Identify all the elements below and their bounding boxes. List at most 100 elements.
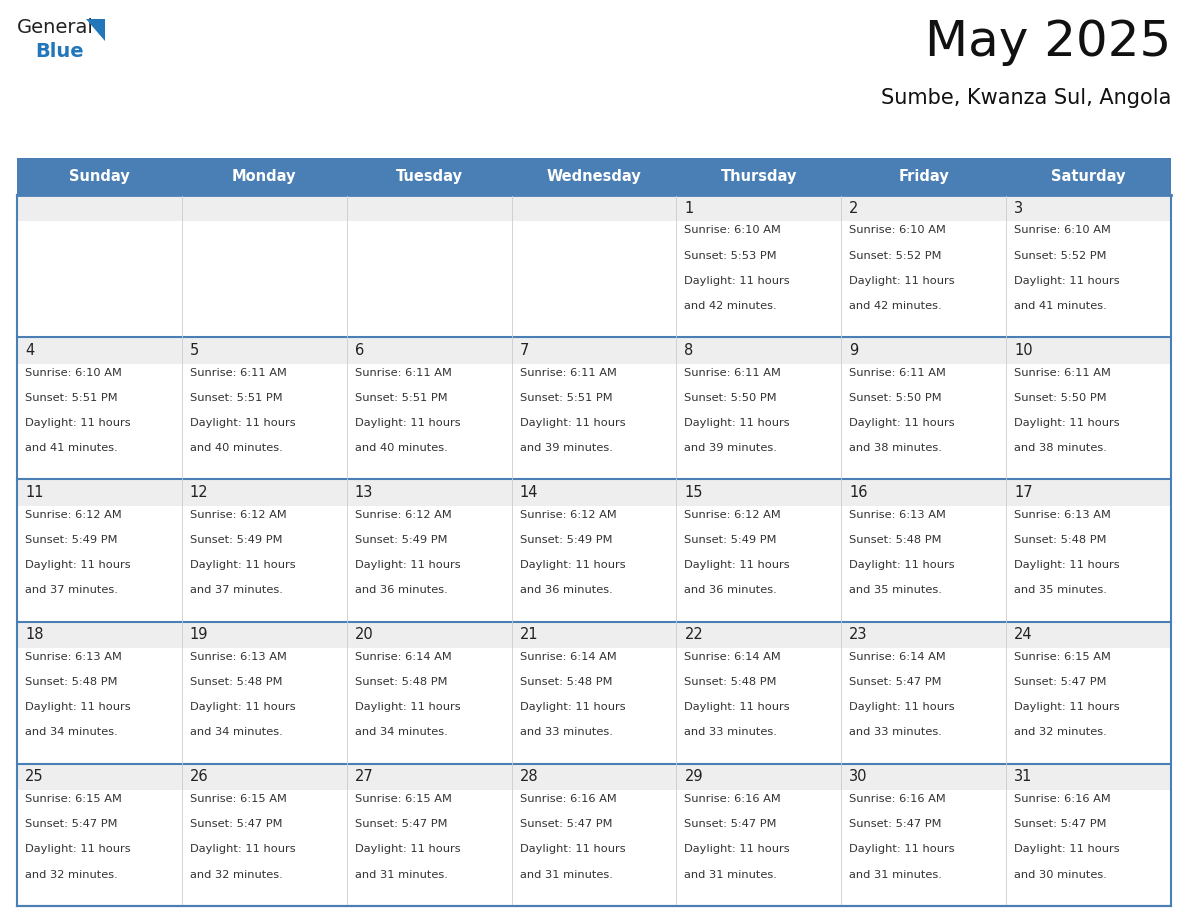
Text: and 31 minutes.: and 31 minutes. bbox=[849, 869, 942, 879]
FancyBboxPatch shape bbox=[17, 195, 182, 221]
Text: 19: 19 bbox=[190, 627, 208, 643]
Text: and 32 minutes.: and 32 minutes. bbox=[25, 869, 118, 879]
FancyBboxPatch shape bbox=[512, 506, 676, 621]
FancyBboxPatch shape bbox=[182, 221, 347, 337]
FancyBboxPatch shape bbox=[17, 790, 182, 906]
FancyBboxPatch shape bbox=[512, 479, 676, 506]
Text: Sunset: 5:51 PM: Sunset: 5:51 PM bbox=[25, 393, 118, 403]
Text: Sunrise: 6:12 AM: Sunrise: 6:12 AM bbox=[190, 509, 286, 520]
Text: Daylight: 11 hours: Daylight: 11 hours bbox=[25, 702, 131, 712]
FancyBboxPatch shape bbox=[676, 790, 841, 906]
FancyBboxPatch shape bbox=[182, 648, 347, 764]
Text: Daylight: 11 hours: Daylight: 11 hours bbox=[355, 418, 460, 428]
Text: Daylight: 11 hours: Daylight: 11 hours bbox=[1015, 560, 1120, 570]
Text: Daylight: 11 hours: Daylight: 11 hours bbox=[684, 275, 790, 285]
Text: 12: 12 bbox=[190, 485, 208, 500]
Text: Tuesday: Tuesday bbox=[396, 169, 462, 184]
Text: Sunset: 5:48 PM: Sunset: 5:48 PM bbox=[355, 677, 447, 687]
FancyBboxPatch shape bbox=[1006, 221, 1171, 337]
Text: Sunset: 5:47 PM: Sunset: 5:47 PM bbox=[1015, 819, 1107, 829]
Text: Daylight: 11 hours: Daylight: 11 hours bbox=[519, 560, 625, 570]
Text: Sunset: 5:53 PM: Sunset: 5:53 PM bbox=[684, 251, 777, 261]
Text: Blue: Blue bbox=[34, 42, 83, 61]
FancyBboxPatch shape bbox=[512, 648, 676, 764]
Text: Sunset: 5:47 PM: Sunset: 5:47 PM bbox=[25, 819, 118, 829]
Text: 5: 5 bbox=[190, 342, 200, 358]
Text: Sunrise: 6:11 AM: Sunrise: 6:11 AM bbox=[1015, 367, 1111, 377]
Text: Sunset: 5:49 PM: Sunset: 5:49 PM bbox=[190, 535, 283, 545]
Text: General: General bbox=[17, 18, 94, 37]
Text: Sunrise: 6:12 AM: Sunrise: 6:12 AM bbox=[355, 509, 451, 520]
Text: 25: 25 bbox=[25, 769, 44, 785]
Text: Sunrise: 6:15 AM: Sunrise: 6:15 AM bbox=[25, 794, 122, 804]
Text: Daylight: 11 hours: Daylight: 11 hours bbox=[1015, 418, 1120, 428]
Text: 31: 31 bbox=[1015, 769, 1032, 785]
FancyBboxPatch shape bbox=[347, 337, 512, 364]
Text: Sunset: 5:47 PM: Sunset: 5:47 PM bbox=[519, 819, 612, 829]
FancyBboxPatch shape bbox=[512, 621, 676, 648]
Text: and 40 minutes.: and 40 minutes. bbox=[190, 443, 283, 453]
Text: Daylight: 11 hours: Daylight: 11 hours bbox=[519, 702, 625, 712]
FancyBboxPatch shape bbox=[841, 195, 1006, 221]
Text: and 35 minutes.: and 35 minutes. bbox=[849, 586, 942, 595]
FancyBboxPatch shape bbox=[841, 648, 1006, 764]
Text: and 33 minutes.: and 33 minutes. bbox=[684, 727, 777, 737]
FancyBboxPatch shape bbox=[182, 621, 347, 648]
Text: Sunset: 5:48 PM: Sunset: 5:48 PM bbox=[684, 677, 777, 687]
Text: Sunrise: 6:13 AM: Sunrise: 6:13 AM bbox=[25, 652, 122, 662]
Text: Sunset: 5:51 PM: Sunset: 5:51 PM bbox=[355, 393, 448, 403]
Text: and 31 minutes.: and 31 minutes. bbox=[355, 869, 448, 879]
Text: Daylight: 11 hours: Daylight: 11 hours bbox=[519, 845, 625, 855]
FancyBboxPatch shape bbox=[182, 790, 347, 906]
FancyBboxPatch shape bbox=[347, 648, 512, 764]
FancyBboxPatch shape bbox=[347, 790, 512, 906]
Text: Sunrise: 6:11 AM: Sunrise: 6:11 AM bbox=[519, 367, 617, 377]
FancyBboxPatch shape bbox=[17, 506, 182, 621]
Text: Sunset: 5:52 PM: Sunset: 5:52 PM bbox=[849, 251, 942, 261]
Text: 14: 14 bbox=[519, 485, 538, 500]
Text: and 36 minutes.: and 36 minutes. bbox=[355, 586, 448, 595]
Text: Sunset: 5:47 PM: Sunset: 5:47 PM bbox=[849, 819, 942, 829]
FancyBboxPatch shape bbox=[841, 221, 1006, 337]
FancyBboxPatch shape bbox=[347, 506, 512, 621]
FancyBboxPatch shape bbox=[676, 195, 841, 221]
Text: Sunrise: 6:14 AM: Sunrise: 6:14 AM bbox=[355, 652, 451, 662]
Text: Monday: Monday bbox=[232, 169, 297, 184]
FancyBboxPatch shape bbox=[1006, 195, 1171, 221]
FancyBboxPatch shape bbox=[347, 479, 512, 506]
Text: Sunrise: 6:12 AM: Sunrise: 6:12 AM bbox=[519, 509, 617, 520]
FancyBboxPatch shape bbox=[182, 337, 347, 364]
Text: Sunrise: 6:16 AM: Sunrise: 6:16 AM bbox=[849, 794, 946, 804]
Text: and 39 minutes.: and 39 minutes. bbox=[519, 443, 613, 453]
Text: Sunset: 5:49 PM: Sunset: 5:49 PM bbox=[519, 535, 612, 545]
FancyBboxPatch shape bbox=[1006, 337, 1171, 364]
Text: Daylight: 11 hours: Daylight: 11 hours bbox=[25, 845, 131, 855]
Text: 30: 30 bbox=[849, 769, 867, 785]
Text: Sunrise: 6:13 AM: Sunrise: 6:13 AM bbox=[190, 652, 286, 662]
Text: Daylight: 11 hours: Daylight: 11 hours bbox=[25, 560, 131, 570]
Text: 9: 9 bbox=[849, 342, 859, 358]
Text: Daylight: 11 hours: Daylight: 11 hours bbox=[684, 418, 790, 428]
Text: and 30 minutes.: and 30 minutes. bbox=[1015, 869, 1107, 879]
FancyBboxPatch shape bbox=[1006, 648, 1171, 764]
Text: Sunset: 5:50 PM: Sunset: 5:50 PM bbox=[849, 393, 942, 403]
Text: Daylight: 11 hours: Daylight: 11 hours bbox=[190, 845, 296, 855]
FancyBboxPatch shape bbox=[676, 764, 841, 790]
Text: Thursday: Thursday bbox=[721, 169, 797, 184]
Text: Sunset: 5:47 PM: Sunset: 5:47 PM bbox=[190, 819, 283, 829]
FancyBboxPatch shape bbox=[676, 648, 841, 764]
Text: Sunrise: 6:16 AM: Sunrise: 6:16 AM bbox=[1015, 794, 1111, 804]
Text: Daylight: 11 hours: Daylight: 11 hours bbox=[190, 702, 296, 712]
Text: Wednesday: Wednesday bbox=[546, 169, 642, 184]
FancyBboxPatch shape bbox=[1006, 364, 1171, 479]
Text: Sunset: 5:51 PM: Sunset: 5:51 PM bbox=[519, 393, 612, 403]
Text: Daylight: 11 hours: Daylight: 11 hours bbox=[190, 560, 296, 570]
Text: Sunrise: 6:15 AM: Sunrise: 6:15 AM bbox=[1015, 652, 1111, 662]
Text: Sunrise: 6:12 AM: Sunrise: 6:12 AM bbox=[25, 509, 121, 520]
FancyBboxPatch shape bbox=[1006, 506, 1171, 621]
FancyBboxPatch shape bbox=[841, 364, 1006, 479]
FancyBboxPatch shape bbox=[512, 764, 676, 790]
Text: Sunset: 5:48 PM: Sunset: 5:48 PM bbox=[519, 677, 612, 687]
Text: Sunset: 5:47 PM: Sunset: 5:47 PM bbox=[684, 819, 777, 829]
Text: 18: 18 bbox=[25, 627, 44, 643]
